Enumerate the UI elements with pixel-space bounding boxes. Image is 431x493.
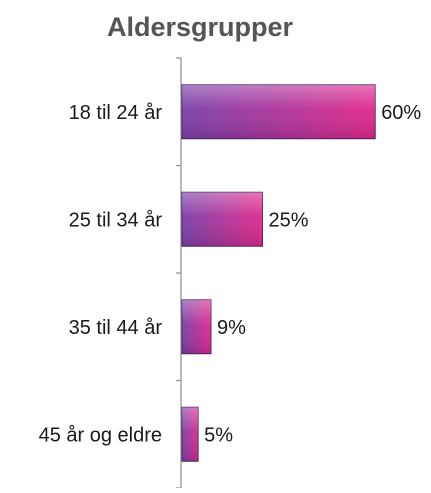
bar-shine	[182, 84, 376, 139]
data-label: 60%	[381, 102, 421, 124]
data-label: 5%	[204, 424, 233, 446]
category-label: 18 til 24 år	[69, 102, 163, 124]
category-label: 35 til 44 år	[69, 317, 163, 339]
bar-shine	[182, 299, 211, 354]
data-label: 9%	[217, 317, 246, 339]
chart-title: Aldersgrupper	[107, 12, 294, 42]
category-label: 25 til 34 år	[69, 209, 163, 231]
category-label: 45 år og eldre	[39, 424, 162, 446]
bar-shine	[182, 192, 263, 247]
plot-area: 18 til 24 år 60% 25 til 34 år 25% 35 til 44 …	[39, 57, 421, 489]
bar-shine	[182, 407, 199, 462]
data-label: 25%	[269, 209, 309, 231]
